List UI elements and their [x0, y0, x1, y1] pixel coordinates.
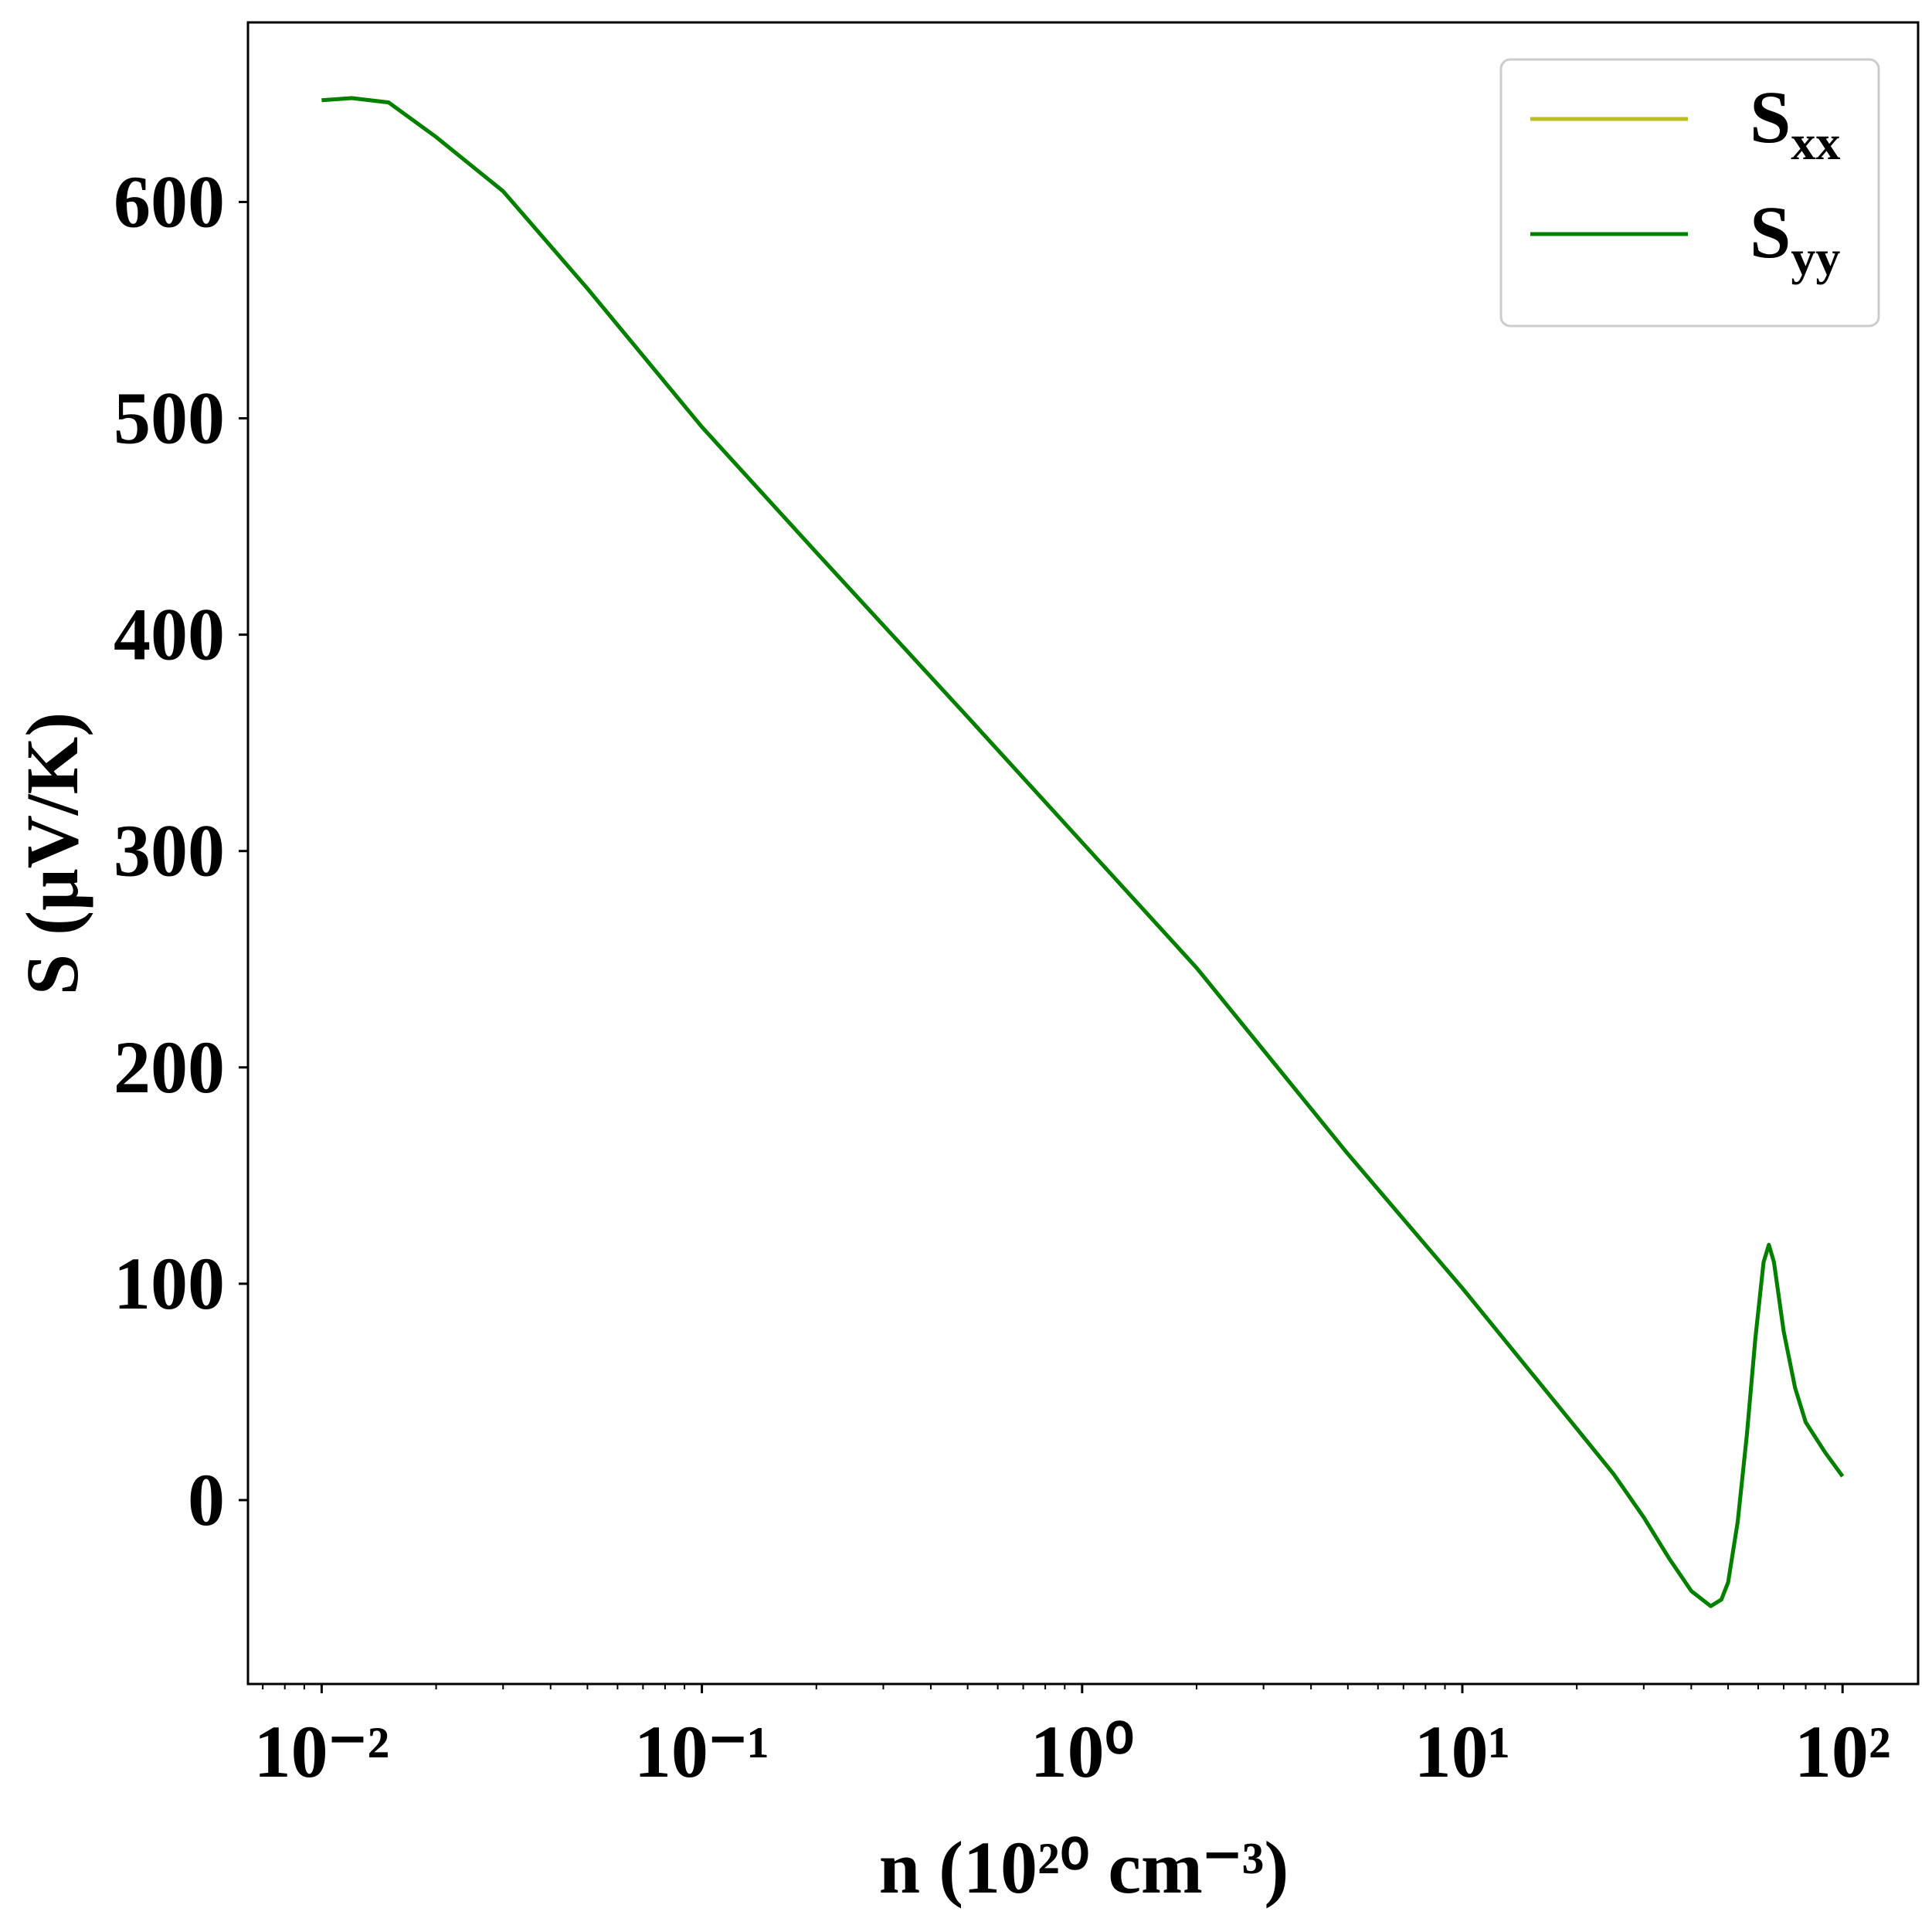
y-tick-label: 300 [114, 810, 225, 892]
legend-label: Sxx [1750, 76, 1840, 170]
y-tick-label: 200 [114, 1026, 225, 1108]
y-tick-label: 100 [114, 1242, 225, 1325]
y-tick-label: 500 [114, 377, 225, 460]
y-axis-label: S (μV/K) [11, 712, 93, 995]
x-tick-label: 10² [1794, 1710, 1891, 1793]
x-tick-label: 10⁰ [1031, 1710, 1134, 1793]
data-line [321, 96, 1845, 1608]
y-tick-label: 0 [188, 1458, 225, 1541]
x-tick-label: 10⁻² [254, 1710, 389, 1793]
y-tick-label: 400 [114, 593, 225, 676]
legend-label: Syy [1750, 191, 1840, 285]
x-tick-label: 10¹ [1414, 1710, 1511, 1793]
legend-box [1499, 58, 1880, 328]
y-tick-label: 600 [114, 160, 225, 243]
x-axis-label: n (10²⁰ cm⁻³) [879, 1826, 1289, 1909]
x-tick-label: 10⁻¹ [634, 1710, 769, 1793]
